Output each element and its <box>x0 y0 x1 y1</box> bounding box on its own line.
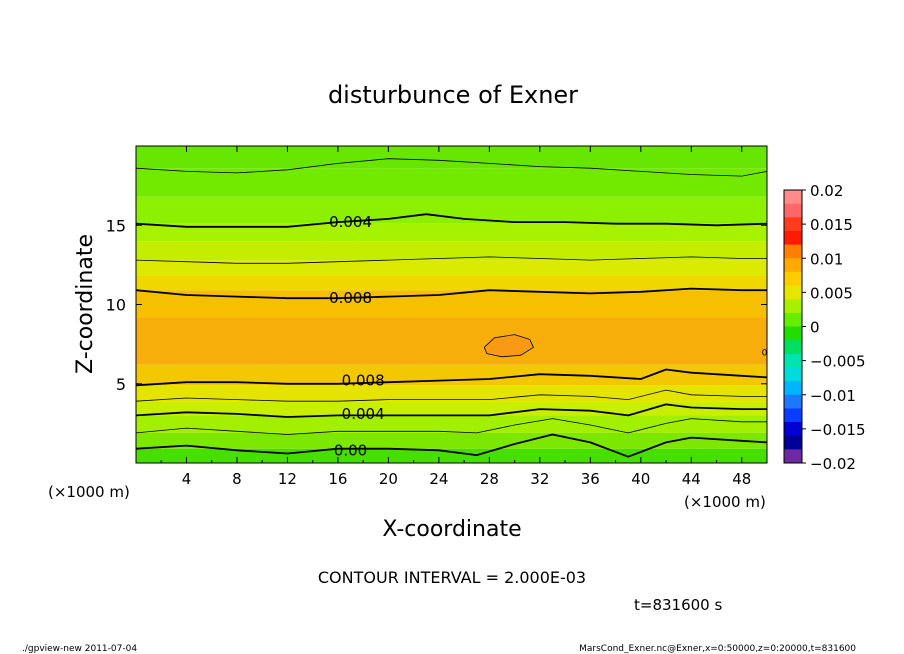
fill-band-2 <box>136 196 767 224</box>
x-tick-label-6: 28 <box>480 470 499 488</box>
y-tick-label-1: 10 <box>106 296 126 315</box>
colorbar-label-4: 0 <box>810 319 820 337</box>
contour-line-1 <box>136 418 767 435</box>
colorbar-label-1: 0.015 <box>810 216 853 234</box>
footer-right: MarsCond_Exner.nc@Exner,x=0:50000,z=0:20… <box>579 644 856 654</box>
contour-interval-text: CONTOUR INTERVAL = 2.000E-03 <box>318 568 586 587</box>
x-tick-label-5: 24 <box>429 470 448 488</box>
x-unit-left: (×1000 m) <box>48 483 130 501</box>
colorbar-segment-5 <box>784 258 802 273</box>
x-tick-label-3: 16 <box>328 470 347 488</box>
fill-band-4 <box>136 241 767 261</box>
colorbar-segment-19 <box>784 449 802 464</box>
fill-band-5 <box>136 260 767 276</box>
y-tick-label-2: 15 <box>106 216 126 235</box>
x-tick-label-8: 36 <box>581 470 600 488</box>
fill-band-8 <box>136 317 767 365</box>
maximum-region <box>484 334 534 357</box>
fill-band-10 <box>136 385 767 402</box>
colorbar-label-3: 0.005 <box>810 284 853 302</box>
contour-label-2: 0.008 <box>342 372 385 390</box>
filled-contour-bands <box>136 146 767 463</box>
colorbar-label-2: 0.01 <box>810 250 843 268</box>
x-tick-label-2: 12 <box>278 470 297 488</box>
x-tick-label-4: 20 <box>379 470 398 488</box>
colorbar-label-0: 0.02 <box>810 182 843 200</box>
contour-label-1: 0.008 <box>329 289 372 307</box>
contour-label-0: 0.004 <box>329 213 372 231</box>
colorbar-segment-1 <box>784 203 802 218</box>
fill-band-13 <box>136 432 767 449</box>
fill-band-11 <box>136 401 767 416</box>
colorbar-segment-16 <box>784 408 802 423</box>
colorbar-label-5: −0.005 <box>810 353 866 371</box>
colorbar-segment-12 <box>784 353 802 368</box>
colorbar-segment-17 <box>784 422 802 437</box>
max-region-5 <box>484 334 534 357</box>
colorbar-segment-8 <box>784 299 802 314</box>
y-axis-label: Z-coordinate <box>73 234 98 374</box>
x-axis-ticks: 4 8 12 16 20 24 28 32 36 40 44 48 <box>160 146 751 488</box>
chart-title: disturbunce of Exner <box>328 81 578 109</box>
plot-area <box>136 146 767 463</box>
colorbar-segment-6 <box>784 271 802 287</box>
x-tick-label-11: 48 <box>732 470 751 488</box>
x-tick-label-1: 8 <box>232 470 242 488</box>
time-text: t=831600 s <box>634 596 722 614</box>
contour-line-5 <box>483 334 534 358</box>
fill-band-12 <box>136 415 767 433</box>
colorbar-segment-14 <box>784 381 802 396</box>
contour-line-0 <box>136 433 767 458</box>
x-tick-label-10: 44 <box>682 470 701 488</box>
contour-label-3: 0.004 <box>342 405 385 423</box>
contour-line-7 <box>136 256 767 264</box>
contour-label-5: 0 <box>762 348 768 358</box>
fill-band-9 <box>136 364 767 386</box>
colorbar-segment-2 <box>784 217 802 232</box>
contour-line-9 <box>136 158 767 177</box>
colorbar-segment-9 <box>784 312 802 327</box>
colorbar-label-8: −0.02 <box>810 455 856 473</box>
colorbar-segment-0 <box>784 190 802 205</box>
fill-band-7 <box>136 290 767 318</box>
fill-band-0 <box>136 146 767 169</box>
colorbar-segment-3 <box>784 230 802 246</box>
colorbar-segment-10 <box>784 326 802 341</box>
colorbar-segment-7 <box>784 285 802 300</box>
fill-band-3 <box>136 223 767 242</box>
contour-line-8 <box>136 213 767 228</box>
y-tick-label-0: 5 <box>116 375 126 394</box>
colorbar-label-7: −0.015 <box>810 421 866 439</box>
colorbar-segment-15 <box>784 394 802 409</box>
x-unit-right: (×1000 m) <box>684 493 766 511</box>
contour-line-3 <box>136 389 767 402</box>
x-tick-label-0: 4 <box>182 470 192 488</box>
colorbar-segment-4 <box>784 244 802 259</box>
colorbar-label-6: −0.01 <box>810 387 856 405</box>
contour-line-4 <box>136 368 767 387</box>
colorbar-segment-13 <box>784 367 802 382</box>
contour-label-4: 0.00 <box>334 441 367 459</box>
x-tick-label-7: 32 <box>530 470 549 488</box>
colorbar-segment-11 <box>784 340 802 355</box>
fill-band-14 <box>136 448 767 463</box>
x-tick-label-9: 40 <box>631 470 650 488</box>
colorbar: 0.02 0.015 0.01 0.005 0 −0.005 −0.01 −0.015 −0.0… <box>783 182 866 473</box>
footer-left: ./gpview-new 2011-07-04 <box>22 644 137 654</box>
contour-lines <box>136 158 767 458</box>
y-axis-ticks: 5 10 15 <box>106 216 767 394</box>
contour-line-6 <box>136 287 767 300</box>
x-axis-label: X-coordinate <box>382 517 521 542</box>
fill-band-6 <box>136 275 767 291</box>
contour-labels: 0.004 0.008 0.008 0.004 0.00 0 <box>329 213 768 459</box>
colorbar-segment-18 <box>784 435 802 450</box>
contour-line-2 <box>136 403 767 418</box>
